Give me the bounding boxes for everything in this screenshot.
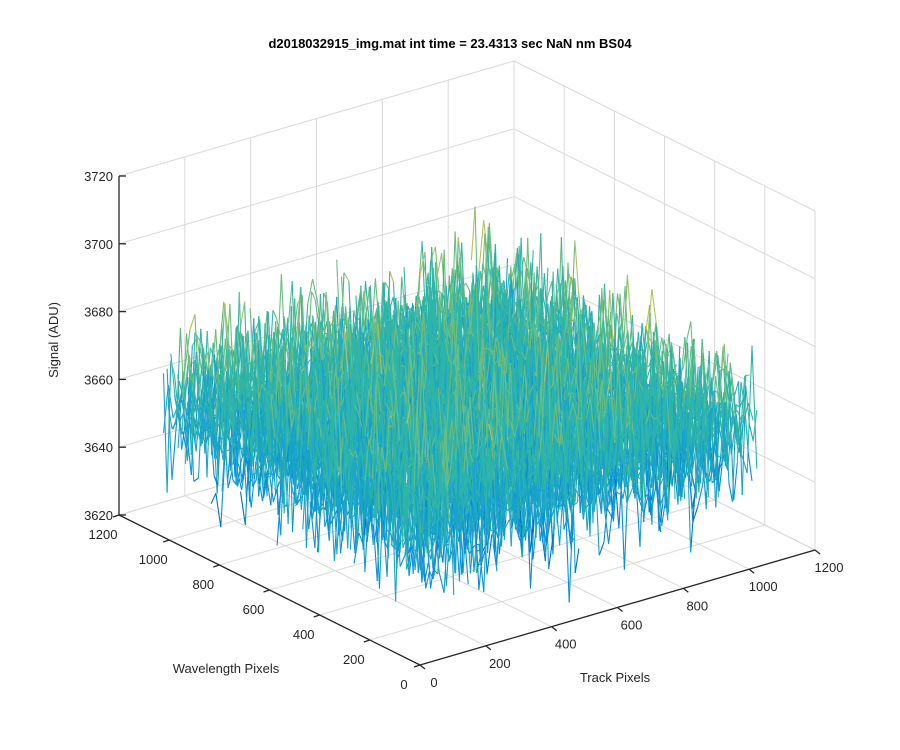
surface-mesh [162, 206, 758, 603]
y-tick-mark [112, 514, 120, 518]
surface-mesh-segment [241, 458, 247, 491]
side-wall-grid-line [513, 60, 816, 212]
surface-mesh-segment [701, 338, 708, 400]
surface-mesh-segment [312, 279, 318, 301]
surface-mesh-segment [744, 374, 750, 377]
surface-mesh-segment [492, 474, 499, 530]
floor-grid-line [369, 524, 765, 641]
surface-mesh-segment [358, 532, 365, 547]
surface-mesh-segment [239, 491, 246, 525]
surface-mesh-segment [171, 419, 178, 481]
surface-mesh-segment [181, 399, 188, 432]
surface-mesh-segment [651, 289, 658, 327]
surface-mesh-segment [546, 281, 553, 299]
surface-mesh-segment [718, 392, 725, 432]
y-tick-mark [413, 664, 421, 668]
surface-mesh-segment [738, 421, 745, 453]
side-wall-grid-line [513, 128, 816, 280]
y-tick-mark [313, 614, 320, 618]
surface-mesh-segment [445, 508, 452, 587]
surface-mesh-segment [607, 509, 613, 519]
surface-mesh-segment [645, 365, 652, 382]
back-wall-grid-line [118, 60, 515, 177]
y-tick-mark [162, 539, 170, 543]
surface-mesh-segment [512, 487, 519, 535]
surface-mesh-segment [224, 449, 230, 453]
surface-mesh-segment [263, 472, 269, 498]
surface-mesh-segment [307, 279, 314, 304]
surface-mesh-segment [228, 344, 235, 352]
surface-mesh-segment [593, 450, 600, 556]
surface-mesh-segment [220, 443, 227, 528]
surface-mesh-segment [563, 273, 570, 301]
y-tick-mark [263, 589, 270, 593]
back-wall-grid-line [118, 128, 515, 245]
surface-mesh-segment [751, 345, 758, 469]
floor-grid-line [319, 499, 715, 616]
surface-mesh-segment [740, 374, 747, 458]
y-tick-mark [363, 639, 371, 643]
surface-mesh-segment [545, 514, 552, 546]
surface-mesh-segment [343, 272, 350, 282]
axes-lines [112, 175, 821, 670]
surface-mesh-segment [617, 476, 624, 499]
x-tick-mark [419, 664, 426, 670]
surface-mesh-segment [210, 493, 217, 504]
back-wall-grid-line [118, 196, 515, 313]
surface-mesh-segment [622, 434, 629, 477]
surface-mesh-segment [598, 541, 605, 556]
surface-mesh-segment [621, 469, 628, 503]
surface-mesh-segment [193, 396, 200, 414]
x-tick-mark [748, 568, 755, 574]
surface-mesh-segment [434, 246, 441, 308]
y-tick-mark [213, 564, 220, 568]
surface-mesh-segment [478, 220, 485, 272]
side-wall-grid-line [513, 196, 816, 348]
surface-mesh-segment [747, 402, 754, 421]
surface-mesh-segment [501, 284, 508, 294]
surface-mesh-segment [265, 473, 272, 506]
surface-mesh-segment [162, 384, 169, 433]
surface-mesh-segment [711, 351, 718, 389]
surface-mesh-segment [193, 477, 199, 482]
surface-mesh-segment [177, 370, 184, 448]
surface-mesh-segment [504, 518, 511, 528]
surface-mesh-segment [486, 534, 493, 575]
surface-mesh-segment [548, 534, 554, 569]
surface-mesh-segment [646, 289, 653, 343]
surface-mesh-segment [419, 251, 426, 276]
x-tick-mark [551, 626, 558, 632]
surface-mesh-segment [215, 493, 222, 528]
surface-mesh-segment [647, 476, 654, 495]
x-tick-mark [485, 645, 492, 651]
surface-mesh-segment [690, 487, 696, 553]
surface-mesh-segment [167, 384, 174, 419]
x-tick-mark [814, 549, 821, 555]
surface-mesh-segment [189, 314, 196, 330]
surface-mesh-segment [697, 485, 704, 508]
surface-mesh-segment [436, 252, 443, 279]
surface-mesh-segment [692, 506, 699, 523]
surface-mesh-segment [406, 546, 412, 570]
surface-mesh-segment [399, 554, 406, 567]
x-tick-mark [682, 587, 689, 593]
x-tick-mark [617, 606, 623, 613]
